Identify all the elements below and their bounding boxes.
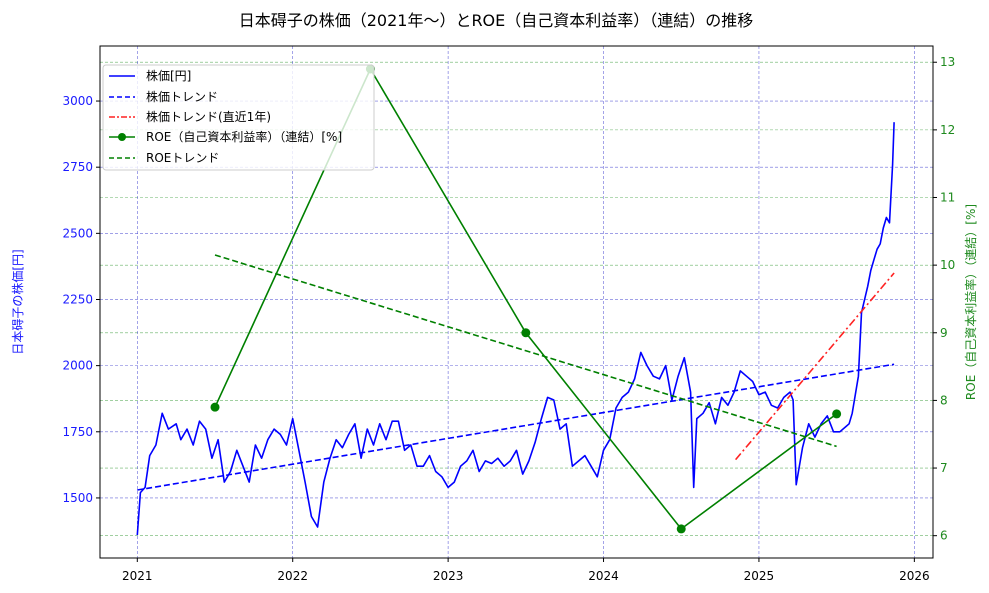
tick-label-right: 9 — [940, 326, 948, 340]
roe-data-point — [832, 409, 842, 419]
legend-item-price: 株価[円] — [146, 68, 191, 83]
tick-label-left: 1750 — [62, 425, 93, 439]
y-axis-right: 6 7 8 9 10 11 12 13 — [933, 55, 955, 543]
tick-label-left: 2750 — [62, 160, 93, 174]
series-layer — [136, 64, 895, 536]
series-line-1 — [137, 363, 895, 491]
tick-label-right: 13 — [940, 55, 955, 69]
tick-label-right: 12 — [940, 123, 955, 137]
tick-label-x: 2022 — [277, 569, 308, 583]
tick-label-right: 6 — [940, 529, 948, 543]
tick-label-left: 1500 — [62, 491, 93, 505]
roe-data-point — [521, 328, 531, 338]
chart-title: 日本碍子の株価（2021年～）とROE（自己資本利益率）（連結）の推移 — [239, 11, 754, 30]
series-line-2 — [734, 272, 895, 461]
plot-frame — [99, 45, 934, 559]
y-axis-left: 1500 1750 2000 2250 2500 2750 3000 — [62, 94, 100, 505]
tick-label-right: 10 — [940, 258, 955, 272]
legend-item-roe: ROE（自己資本利益率）（連結）[%] — [146, 129, 342, 144]
series-line-4 — [214, 254, 837, 448]
legend-item-roe-trend: ROEトレンド — [146, 151, 219, 165]
grid-right-roe — [100, 61, 933, 536]
legend-item-price-trend: 株価トレンド — [146, 89, 218, 104]
legend-roe-marker-icon — [118, 133, 126, 141]
tick-label-x: 2021 — [122, 569, 153, 583]
tick-label-right: 8 — [940, 393, 948, 407]
tick-label-x: 2024 — [588, 569, 619, 583]
legend-item-recent-trend: 株価トレンド(直近1年) — [146, 109, 271, 124]
tick-label-right: 7 — [940, 461, 948, 475]
x-axis: 2021 2022 2023 2024 2025 2026 — [122, 558, 930, 583]
y-axis-right-label: ROE（自己資本利益率）（連結）[%] — [963, 204, 978, 400]
y-axis-left-label: 日本碍子の株価[円] — [10, 249, 25, 354]
tick-label-right: 11 — [940, 191, 955, 205]
grid-left-price — [100, 100, 933, 499]
legend: 株価[円] 株価トレンド 株価トレンド(直近1年) ROE（自己資本利益率）（連… — [102, 64, 375, 171]
tick-label-x: 2025 — [744, 569, 775, 583]
roe-data-point — [676, 524, 686, 534]
tick-label-left: 2250 — [62, 292, 93, 306]
series-line-0 — [136, 122, 895, 536]
tick-label-x: 2023 — [433, 569, 464, 583]
tick-label-x: 2026 — [899, 569, 930, 583]
legend-box — [102, 64, 375, 171]
roe-data-point — [210, 402, 220, 412]
tick-label-left: 3000 — [62, 94, 93, 108]
tick-label-left: 2500 — [62, 226, 93, 240]
tick-label-left: 2000 — [62, 359, 93, 373]
